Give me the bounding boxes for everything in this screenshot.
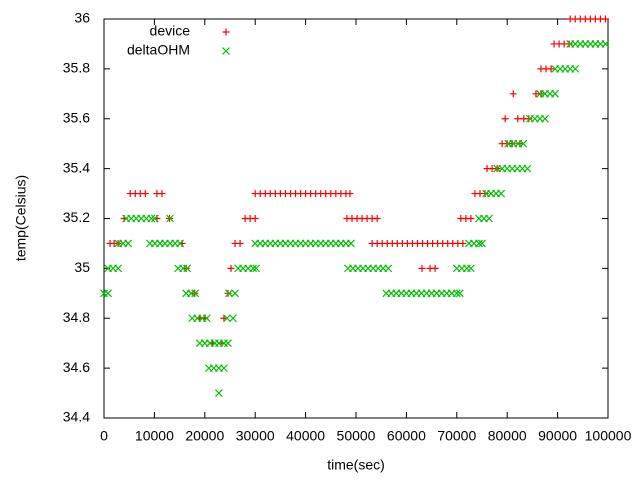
point — [124, 239, 133, 248]
point — [114, 264, 123, 273]
point — [418, 264, 426, 272]
point — [224, 289, 232, 297]
point — [147, 214, 156, 223]
point — [481, 190, 489, 198]
point — [541, 114, 549, 123]
y-tick-label: 34.8 — [63, 309, 90, 325]
point — [166, 214, 174, 223]
point — [478, 239, 486, 248]
point — [565, 40, 573, 48]
point — [223, 314, 231, 323]
point — [202, 314, 211, 323]
point — [176, 239, 185, 248]
point — [601, 40, 610, 48]
x-axis-label: time(sec) — [327, 457, 385, 473]
x-tick-label: 60000 — [387, 428, 426, 444]
point — [231, 289, 239, 298]
point — [384, 264, 393, 273]
point — [104, 289, 112, 298]
y-tick-label: 34.6 — [63, 359, 90, 375]
point — [519, 139, 528, 148]
x-tick-label: 20000 — [185, 428, 224, 444]
point — [514, 115, 522, 123]
point — [224, 339, 232, 348]
point — [191, 289, 200, 298]
point — [508, 140, 516, 148]
y-tick-label: 35.2 — [63, 209, 90, 225]
point — [373, 215, 381, 222]
series — [100, 40, 610, 397]
point — [150, 214, 159, 223]
point — [459, 239, 467, 247]
point — [158, 190, 166, 198]
point — [251, 215, 259, 222]
x-tick-label: 80000 — [488, 428, 527, 444]
point — [509, 90, 517, 98]
point — [252, 264, 261, 273]
y-tick-label: 35.8 — [63, 60, 90, 76]
x-tick-label: 90000 — [538, 428, 577, 444]
point — [455, 289, 464, 298]
x-tick-label: 10000 — [135, 428, 174, 444]
point — [547, 65, 555, 73]
x-tick-label: 70000 — [437, 428, 476, 444]
point — [249, 264, 258, 273]
y-axis-label: temp(Celsius) — [13, 175, 29, 261]
point — [601, 15, 609, 23]
series — [106, 15, 609, 347]
point — [220, 364, 228, 373]
legend-label: deltaOHM — [127, 42, 190, 58]
point — [475, 239, 483, 248]
y-tick-label: 35.4 — [63, 159, 90, 175]
x-tick-label: 50000 — [337, 428, 376, 444]
point — [236, 239, 244, 247]
point — [141, 190, 149, 198]
x-tick-label: 100000 — [585, 428, 632, 444]
y-tick-label: 35.6 — [63, 109, 90, 125]
point — [466, 264, 475, 273]
point — [183, 264, 192, 273]
y-tick-label: 36 — [74, 10, 90, 26]
point — [462, 264, 471, 273]
point — [516, 140, 524, 148]
point — [537, 90, 545, 98]
point — [485, 214, 493, 223]
point — [214, 389, 223, 397]
x-tick-label: 40000 — [286, 428, 325, 444]
point — [346, 190, 354, 198]
point — [227, 264, 235, 272]
point — [229, 314, 237, 323]
point — [452, 289, 461, 298]
x-tick-label: 30000 — [236, 428, 275, 444]
y-tick-label: 34.4 — [63, 409, 90, 425]
point — [431, 264, 439, 272]
legend-label: device — [150, 23, 191, 39]
point — [571, 64, 580, 73]
legend-marker — [222, 28, 230, 36]
point — [347, 239, 355, 248]
legend-marker — [222, 47, 230, 55]
point — [467, 215, 475, 222]
point — [523, 164, 532, 173]
point — [525, 115, 533, 123]
point — [225, 289, 233, 298]
point — [551, 89, 560, 98]
x-tick-label: 0 — [100, 428, 108, 444]
point — [501, 115, 509, 123]
point — [497, 189, 506, 198]
y-tick-label: 35 — [74, 259, 90, 275]
